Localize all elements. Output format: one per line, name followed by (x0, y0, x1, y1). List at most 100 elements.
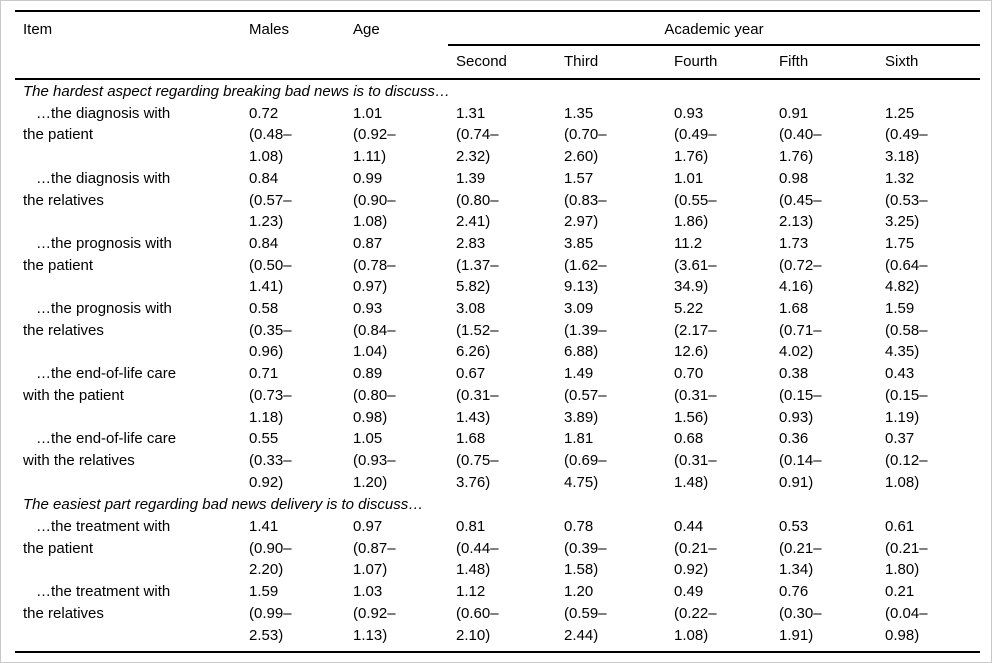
ci-line-1: (0.70– (564, 126, 607, 144)
odds-ratio-value: 0.98 (779, 169, 809, 187)
ci-line-1: (0.21– (674, 539, 717, 557)
stat-cell: 0.98 (0.45– 2.13) (771, 168, 877, 233)
ci-line-2: 3.89) (564, 408, 599, 426)
ci-line-1: (0.87– (353, 539, 396, 557)
ci-line-1: (0.49– (885, 126, 928, 144)
row-item-label: …the end-of-life care with the relatives (15, 428, 241, 493)
row-item-label: …the prognosis with the relatives (15, 298, 241, 363)
ci-line-1: (0.73– (249, 386, 292, 404)
stat-cell: 0.53 (0.21– 1.34) (771, 516, 877, 581)
stat-cell: 2.83 (1.37– 5.82) (448, 233, 556, 298)
odds-ratio-value: 0.55 (249, 430, 279, 448)
odds-ratio-value: 0.99 (353, 169, 383, 187)
ci-line-1: (0.45– (779, 191, 822, 209)
stat-cell: 0.76 (0.30– 1.91) (771, 581, 877, 652)
column-header-third: Third (556, 45, 666, 80)
row-item-label: …the diagnosis with the patient (15, 103, 241, 168)
ci-line-2: 1.91) (779, 626, 814, 644)
ci-line-1: (0.99– (249, 604, 292, 622)
stat-cell: 1.31 (0.74– 2.32) (448, 103, 556, 168)
odds-ratio-value: 1.35 (564, 104, 594, 122)
row-item-label: …the treatment with the patient (15, 516, 241, 581)
ci-line-2: 1.48) (674, 473, 709, 491)
odds-ratio-value: 3.85 (564, 234, 594, 252)
odds-ratio-value: 11.2 (674, 234, 703, 252)
ci-line-1: (0.21– (779, 539, 822, 557)
ci-line-2: 2.97) (564, 213, 599, 231)
item-line-1: …the end-of-life care (36, 365, 177, 383)
section-title: The hardest aspect regarding breaking ba… (23, 83, 450, 100)
ci-line-2: 1.11) (353, 148, 387, 166)
ci-line-1: (3.61– (674, 256, 717, 274)
ci-line-1: (1.62– (564, 256, 607, 274)
odds-ratio-value: 3.08 (456, 300, 486, 318)
odds-ratio-value: 1.75 (885, 234, 915, 252)
ci-line-2: 1.86) (674, 213, 709, 231)
row-item-label: …the diagnosis with the relatives (15, 168, 241, 233)
ci-line-2: 6.26) (456, 343, 491, 361)
odds-ratio-value: 0.84 (249, 234, 279, 252)
ci-line-1: (0.40– (779, 126, 822, 144)
odds-ratio-value: 0.97 (353, 518, 383, 536)
table-row: …the end-of-life care with the patient 0.7… (15, 363, 980, 428)
ci-line-1: (0.55– (674, 191, 717, 209)
row-item-label: …the prognosis with the patient (15, 233, 241, 298)
item-line-1: …the prognosis with (36, 234, 172, 252)
ci-line-2: 4.75) (564, 473, 599, 491)
table-row: …the treatment with the relatives 1.59 (0.9… (15, 581, 980, 652)
stat-cell: 0.58 (0.35– 0.96) (241, 298, 345, 363)
ci-line-1: (0.90– (353, 191, 396, 209)
item-line-1: …the end-of-life care (36, 430, 177, 448)
ci-line-2: 4.35) (885, 343, 920, 361)
stat-cell: 1.01 (0.55– 1.86) (666, 168, 771, 233)
stat-cell: 0.21 (0.04– 0.98) (877, 581, 980, 652)
odds-ratio-value: 1.01 (353, 104, 383, 122)
stat-cell: 0.68 (0.31– 1.48) (666, 428, 771, 493)
ci-line-1: (0.83– (564, 191, 607, 209)
ci-line-2: 1.08) (674, 626, 709, 644)
ci-line-2: 0.91) (779, 473, 814, 491)
table-body: The hardest aspect regarding breaking ba… (15, 79, 980, 652)
stat-cell: 1.03 (0.92– 1.13) (345, 581, 448, 652)
stat-cell: 1.49 (0.57– 3.89) (556, 363, 666, 428)
item-line-2: with the patient (23, 386, 124, 404)
column-header-males: Males (241, 11, 345, 80)
item-line-2: the patient (23, 126, 94, 144)
ci-line-1: (1.37– (456, 256, 499, 274)
odds-ratio-value: 3.09 (564, 300, 594, 318)
odds-ratio-value: 0.93 (674, 104, 704, 122)
section-title: The easiest part regarding bad news deli… (23, 496, 424, 514)
odds-ratio-value: 1.01 (674, 169, 704, 187)
stat-cell: 1.59 (0.99– 2.53) (241, 581, 345, 652)
ci-line-2: 1.04) (353, 343, 388, 361)
item-line-1: …the diagnosis with (36, 169, 171, 187)
column-header-age: Age (345, 11, 448, 80)
ci-line-2: 6.88) (564, 343, 599, 361)
item-line-2: the relatives (23, 191, 104, 209)
stat-cell: 1.35 (0.70– 2.60) (556, 103, 666, 168)
column-header-fifth: Fifth (771, 45, 877, 80)
ci-line-1: (0.74– (456, 126, 499, 144)
ci-line-1: (0.22– (674, 604, 717, 622)
ci-line-2: 3.18) (885, 148, 920, 166)
ci-line-2: 2.44) (564, 626, 599, 644)
odds-ratio-value: 5.22 (674, 300, 704, 318)
stat-cell: 0.72 (0.48– 1.08) (241, 103, 345, 168)
odds-ratio-value: 0.91 (779, 104, 809, 122)
ci-line-1: (0.59– (564, 604, 607, 622)
ci-line-1: (0.69– (564, 451, 607, 469)
ci-line-1: (0.58– (885, 321, 928, 339)
ci-line-1: (0.90– (249, 539, 292, 557)
table-row: …the prognosis with the relatives 0.58 (0.3… (15, 298, 980, 363)
ci-line-1: (0.49– (674, 126, 717, 144)
column-header-second: Second (448, 45, 556, 80)
table-row: …the end-of-life care with the relatives 0… (15, 428, 980, 493)
ci-line-1: (0.48– (249, 126, 292, 144)
odds-ratio-value: 0.43 (885, 365, 915, 383)
ci-line-2: 34.9) (674, 278, 709, 296)
ci-line-2: 1.13) (353, 626, 388, 644)
ci-line-1: (0.64– (885, 256, 928, 274)
odds-ratio-value: 1.20 (564, 583, 594, 601)
stat-cell: 1.68 (0.71– 4.02) (771, 298, 877, 363)
odds-ratio-value: 0.38 (779, 365, 809, 383)
